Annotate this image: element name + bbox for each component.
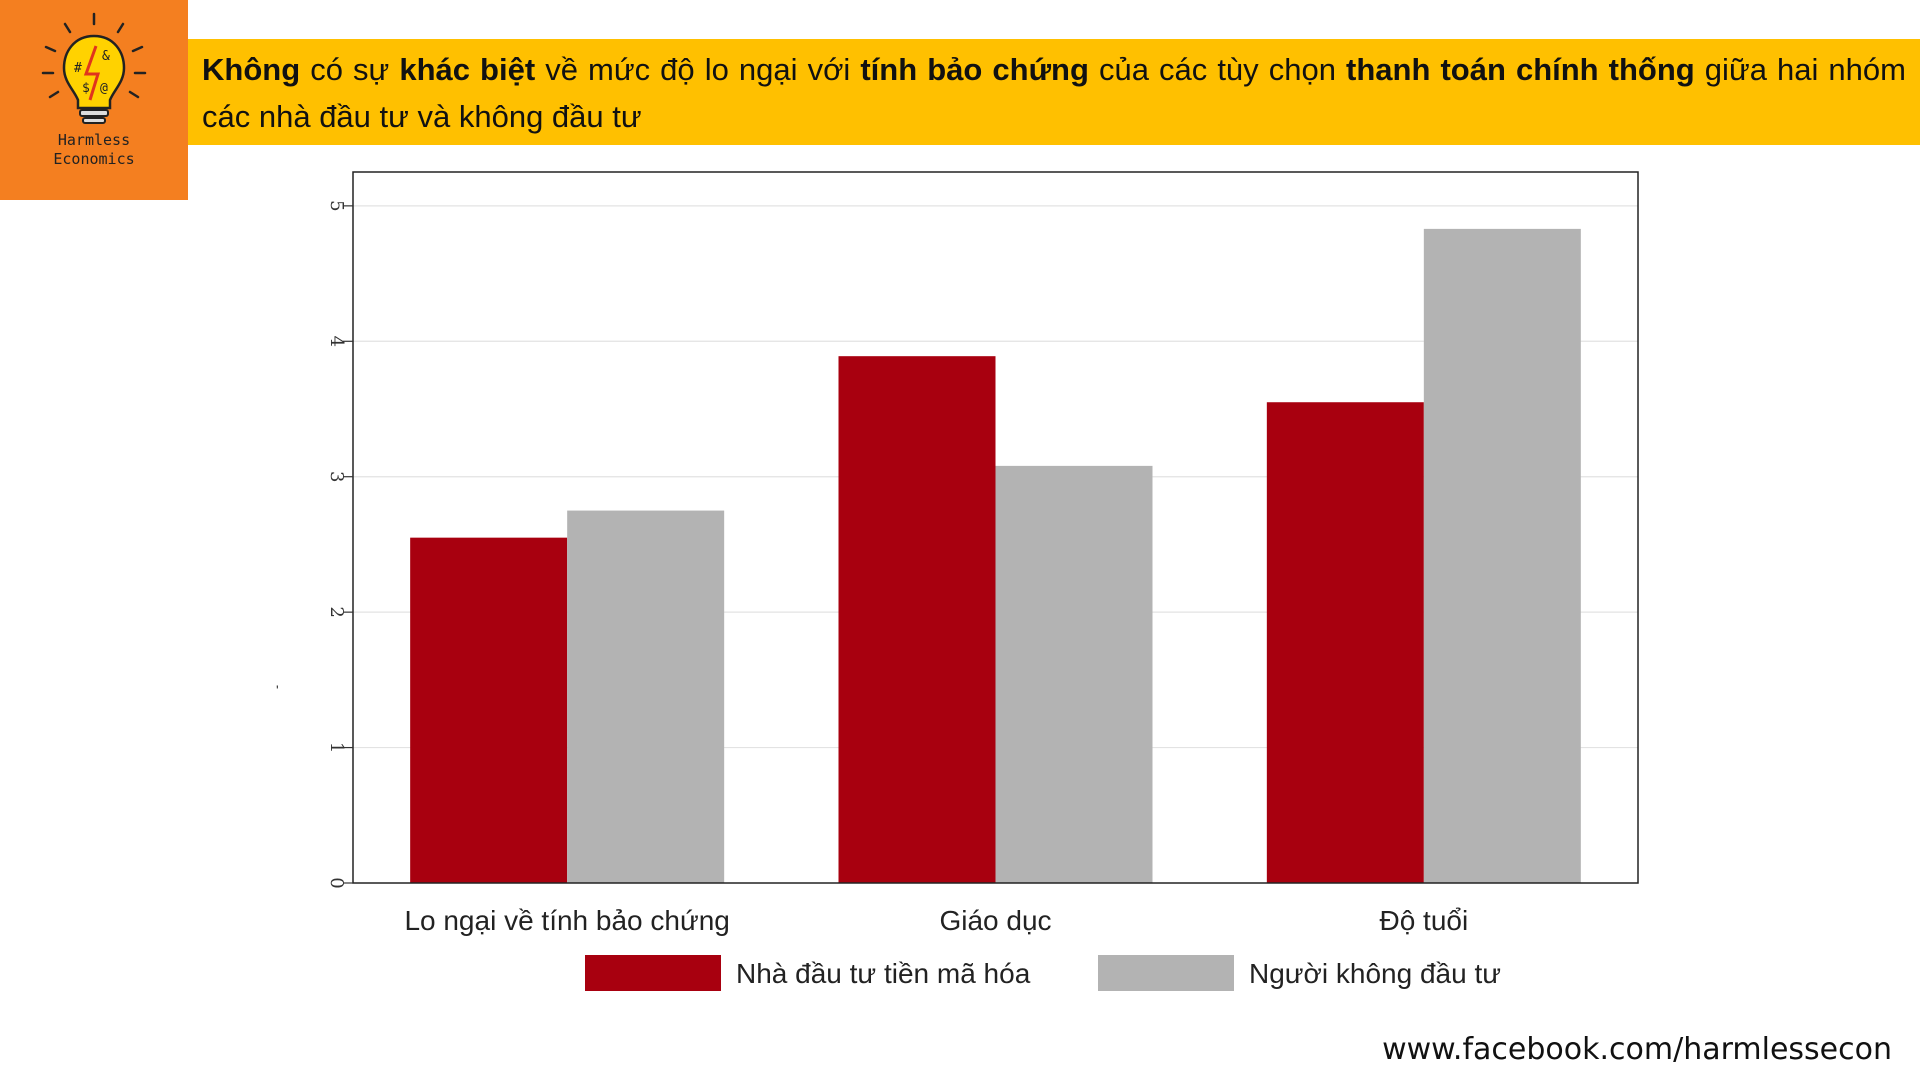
bulb-base	[82, 117, 106, 124]
legend-swatch	[585, 955, 721, 991]
ampersand-glyph: &	[102, 49, 110, 64]
legend-swatch	[1098, 955, 1234, 991]
lightbulb-icon: # $ @ &	[41, 12, 147, 124]
light-ray	[131, 45, 144, 53]
bar	[1423, 228, 1581, 883]
bar-chart: 0 1 2 3 4 5 ' Lo ngại về tính bảo chứng Giáo dụ…	[270, 165, 1650, 1020]
page-title: Không có sự khác biệt về mức độ lo ngại …	[202, 46, 1906, 140]
y-tick-label: 3	[326, 471, 347, 482]
x-tick-label: Giáo dục	[939, 905, 1051, 936]
y-axis: 0 1 2 3 4 5 '	[276, 200, 353, 889]
light-ray	[48, 90, 60, 99]
title-segment: thanh toán chính thống	[1346, 52, 1695, 87]
light-ray	[116, 22, 125, 34]
y-axis-label: '	[276, 682, 279, 698]
x-axis: Lo ngại về tính bảo chứng Giáo dục Độ tuổi	[404, 905, 1468, 936]
bulb-shape	[62, 34, 126, 110]
legend: Nhà đầu tư tiền mã hóa Người không đầu tư	[585, 955, 1501, 991]
legend-label: Nhà đầu tư tiền mã hóa	[736, 958, 1031, 989]
bar	[838, 356, 996, 883]
y-tick-label: 0	[326, 877, 347, 888]
title-segment: khác biệt	[399, 52, 536, 87]
footer-url[interactable]: www.facebook.com/harmlessecon	[1382, 1032, 1892, 1067]
title-bar: Không có sự khác biệt về mức độ lo ngại …	[188, 39, 1920, 145]
bulb-base	[79, 109, 109, 117]
light-ray	[63, 22, 72, 34]
title-segment: Không	[202, 52, 301, 87]
x-tick-label: Lo ngại về tính bảo chứng	[404, 905, 729, 936]
legend-label: Người không đầu tư	[1249, 958, 1501, 989]
bolt-icon	[83, 45, 101, 101]
light-ray	[44, 45, 57, 53]
title-segment: về mức độ lo ngại với	[535, 52, 861, 87]
bar	[410, 537, 568, 883]
y-tick-label: 5	[326, 200, 347, 211]
title-segment: của các tùy chọn	[1088, 52, 1347, 87]
logo: # $ @ & Harmless Economics	[0, 0, 188, 200]
y-tick-label: 1	[326, 742, 347, 753]
title-segment: có sự	[300, 52, 400, 87]
bar	[567, 510, 725, 883]
title-segment: tính bảo chứng	[860, 52, 1089, 87]
bar	[995, 465, 1153, 883]
dollar-glyph: $	[82, 81, 90, 96]
bar-layer	[410, 228, 1581, 883]
light-ray	[128, 90, 140, 99]
y-tick-label: 2	[326, 606, 347, 617]
logo-line-2: Economics	[53, 150, 135, 168]
plot-frame	[352, 171, 1639, 884]
hash-glyph: #	[74, 61, 82, 76]
y-tick-label: 4	[326, 336, 347, 347]
chart-svg: 0 1 2 3 4 5 ' Lo ngại về tính bảo chứng Giáo dụ…	[276, 171, 1639, 991]
at-glyph: @	[100, 81, 108, 96]
x-tick-label: Độ tuổi	[1379, 905, 1468, 936]
logo-line-1: Harmless	[57, 131, 131, 149]
bar	[1266, 402, 1424, 883]
title-segment: giữa hai nhóm các nhà đầu tư và không đầ…	[202, 52, 1906, 134]
